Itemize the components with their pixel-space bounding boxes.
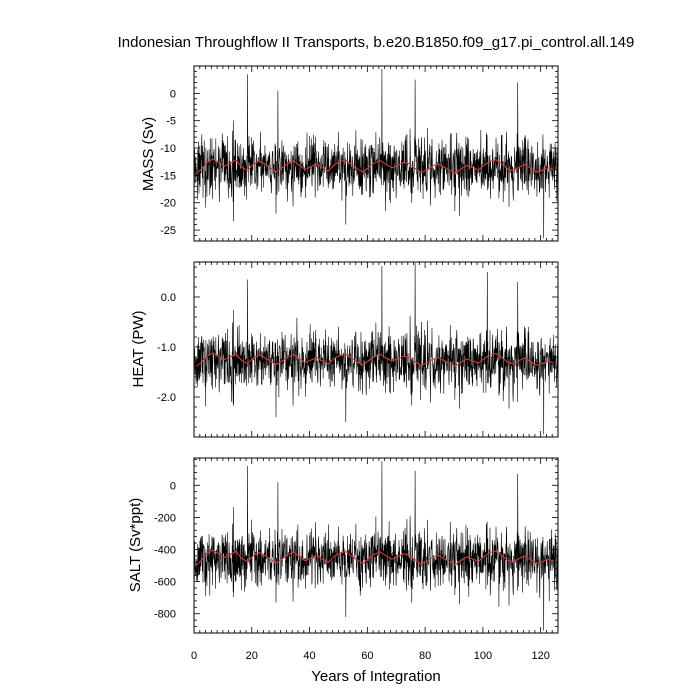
x-tick-label: 80: [419, 650, 431, 662]
x-tick-label: 60: [361, 650, 373, 662]
series-annual-salt: [195, 549, 554, 566]
y-axis-label-mass: MASS (Sv): [140, 117, 157, 191]
y-tick-label-salt: -400: [154, 545, 176, 557]
x-tick-label: 100: [474, 650, 492, 662]
y-tick-label-heat: 0.0: [161, 292, 176, 304]
panel-mass-marks: 0 -5 -10 -15 -20 -25: [160, 65, 559, 242]
y-tick-label-mass: -5: [166, 116, 176, 128]
series-annual-heat: [195, 352, 554, 368]
y-tick-label-heat: -2.0: [157, 392, 176, 404]
y-tick-label-mass: 0: [170, 88, 176, 100]
x-axis-label: Years of Integration: [311, 668, 441, 685]
chart-title: Indonesian Throughflow II Transports, b.…: [118, 34, 635, 51]
series-monthly-salt: [193, 461, 559, 631]
panel-frame-salt: [193, 457, 559, 634]
y-tick-label-salt: 0: [170, 480, 176, 492]
y-tick-label-mass: -20: [160, 198, 176, 210]
x-tick-label: 120: [531, 650, 549, 662]
panel-salt: SALT (Sv*ppt): [127, 457, 559, 634]
series-annual-mass: [195, 158, 554, 175]
x-tick-label: 40: [303, 650, 315, 662]
y-axis-label-heat: HEAT (PW): [130, 311, 147, 388]
y-tick-label-mass: -10: [160, 143, 176, 155]
x-tick-label: 0: [191, 650, 197, 662]
x-tick-label: 20: [246, 650, 258, 662]
panel-heat-marks: 0.0 -1.0 -2.0: [157, 261, 559, 438]
y-tick-label-mass: -15: [160, 170, 176, 182]
y-tick-label-salt: -200: [154, 512, 176, 524]
series-monthly-heat: [193, 262, 559, 435]
panel-frame-heat: [193, 261, 559, 438]
panel-salt-marks: 0 -200 -400 -600 -800 0 20 40 60 80 100 120: [154, 457, 559, 662]
y-tick-label-salt: -800: [154, 609, 176, 621]
y-axis-label-salt: SALT (Sv*ppt): [127, 498, 144, 592]
y-tick-label-salt: -600: [154, 577, 176, 589]
y-tick-label-mass: -25: [160, 225, 176, 237]
series-monthly-mass: [193, 68, 559, 239]
y-tick-label-heat: -1.0: [157, 342, 176, 354]
